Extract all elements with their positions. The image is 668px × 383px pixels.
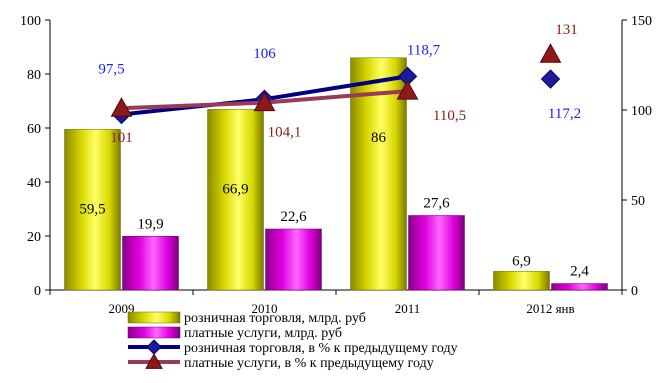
bar	[408, 215, 465, 291]
left-tick-label: 40	[27, 176, 41, 191]
right-tick-label: 50	[631, 194, 645, 209]
right-tick-label: 150	[631, 14, 652, 29]
triangle-marker	[539, 43, 562, 63]
triangle-marker	[396, 80, 419, 100]
bar	[64, 129, 121, 291]
triangle-marker	[110, 97, 133, 117]
left-tick-label: 20	[27, 230, 41, 245]
legend-label: розничная торговля, млрд. руб	[184, 311, 366, 326]
legend-label: платные услуги, млрд. руб	[184, 326, 342, 341]
line-value-label: 104,1	[268, 125, 302, 141]
line-value-label: 106	[253, 46, 276, 62]
line-value-label: 101	[110, 130, 133, 146]
bar-value-label: 6,9	[512, 253, 531, 269]
line-value-label: 131	[555, 22, 578, 38]
line-value-label: 117,2	[548, 106, 581, 122]
legend-label: розничная торговля, в % к предыдущему го…	[184, 341, 458, 356]
bar	[207, 109, 264, 291]
right-tick-label: 0	[631, 284, 638, 299]
left-tick-label: 0	[34, 284, 41, 299]
lines	[110, 43, 562, 125]
legend-diamond-marker	[146, 339, 162, 355]
bar-value-label: 19,9	[137, 216, 163, 232]
x-tick-label: 2012 янв	[526, 301, 574, 316]
left-tick-label: 80	[27, 68, 41, 83]
diamond-marker	[540, 69, 561, 89]
line-value-label: 97,5	[98, 62, 124, 78]
line-value-label: 110,5	[433, 108, 466, 124]
bar-value-label: 66,9	[222, 181, 248, 197]
bar-value-label: 2,4	[570, 264, 589, 280]
right-tick-label: 100	[631, 104, 652, 119]
legend-triangle-marker	[145, 352, 163, 369]
left-tick-label: 60	[27, 122, 41, 137]
x-tick-label: 2011	[395, 301, 421, 316]
bar-value-label: 22,6	[280, 209, 307, 225]
legend-label: платные услуги, в % к предыдущему году	[184, 356, 434, 371]
line-value-label: 118,7	[407, 42, 441, 58]
triangle-marker	[253, 91, 276, 112]
bar-value-label: 59,5	[79, 201, 105, 217]
bar-value-label: 86	[371, 130, 387, 146]
bar-value-label: 27,6	[423, 195, 450, 211]
bar	[265, 228, 322, 291]
bar	[122, 236, 179, 291]
legend-swatch	[127, 326, 181, 339]
x-tick-label: 2010	[252, 301, 278, 316]
legend-swatch	[127, 311, 181, 324]
left-tick-label: 100	[20, 14, 41, 29]
data-labels: 59,5 66,9 86 6,9 19,9 22,6 27,6 2,4 97,5 106 118,7…	[79, 22, 589, 279]
bar	[493, 271, 550, 291]
bar	[551, 283, 608, 291]
